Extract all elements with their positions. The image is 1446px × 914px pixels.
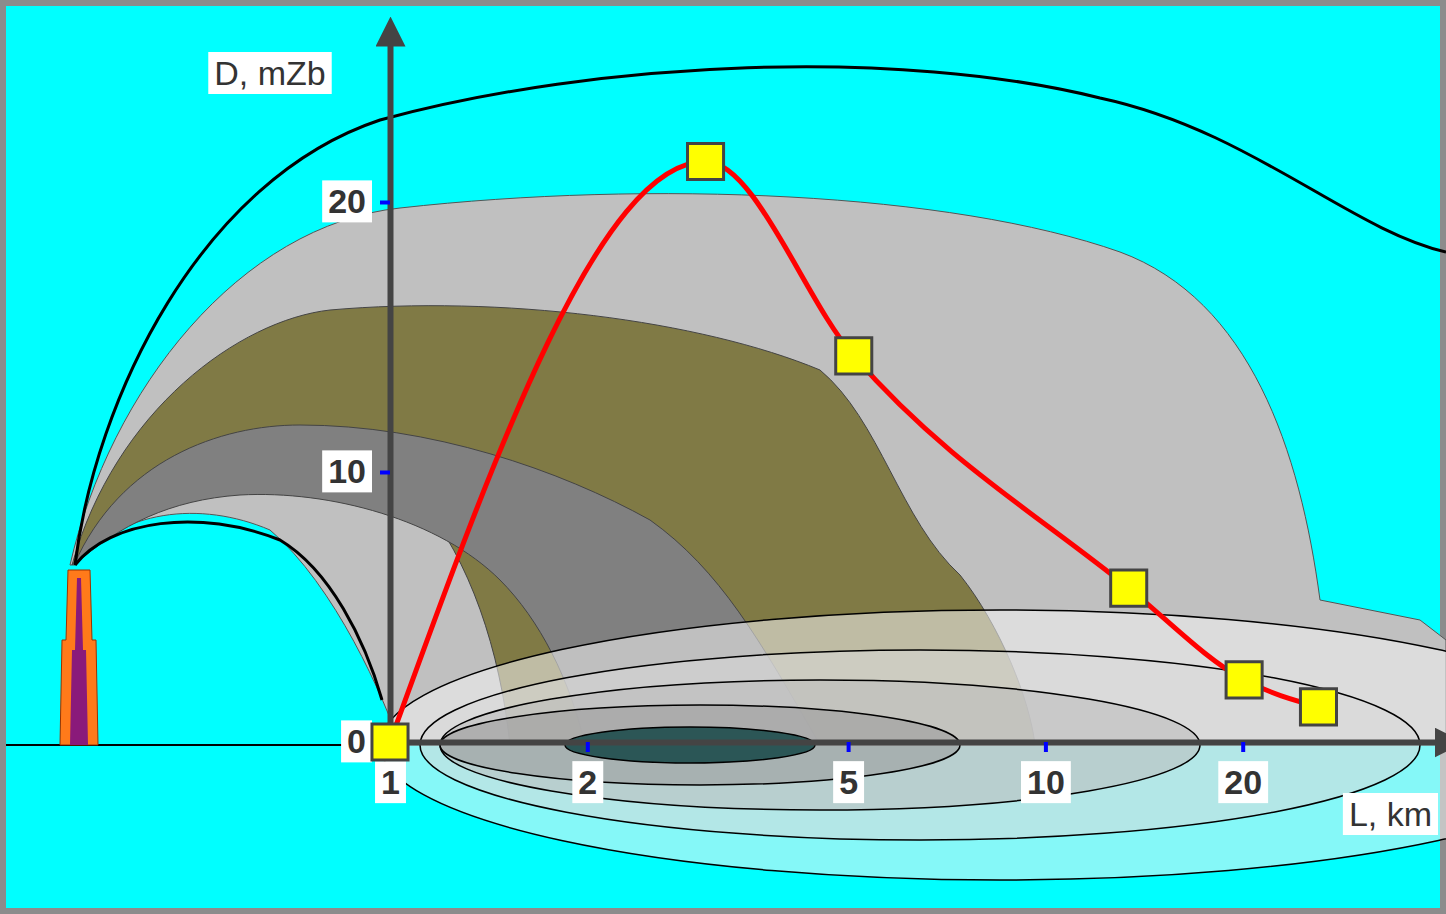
tick-label-box <box>572 761 603 803</box>
data-point <box>1300 689 1336 725</box>
axis-line <box>391 740 1441 746</box>
data-point <box>688 143 724 179</box>
tick-label-box <box>1218 761 1268 803</box>
tick-label-box <box>322 180 372 222</box>
plot-area <box>372 143 1337 760</box>
chimney-core <box>70 578 88 745</box>
tick-label: 0 <box>347 722 366 760</box>
y-axis-title: D, mZb <box>214 54 325 92</box>
axis-title-box <box>208 52 331 94</box>
tick-label: 20 <box>1224 763 1262 801</box>
x-axis-title: L, km <box>1349 795 1432 833</box>
tick: 10 <box>322 450 390 492</box>
tick: 2 <box>572 742 603 803</box>
axis-title-box <box>1343 793 1438 835</box>
illustration <box>6 67 1446 880</box>
tick-label-box <box>833 761 864 803</box>
data-point <box>1226 662 1262 698</box>
tick-mark <box>380 471 390 475</box>
tick-mark <box>1044 742 1048 752</box>
tick-label: 2 <box>578 763 597 801</box>
tick-label: 10 <box>328 452 366 490</box>
tick-label: 5 <box>839 763 858 801</box>
tick: 10 <box>1021 742 1071 803</box>
tick-mark <box>847 742 851 752</box>
frame <box>0 0 1446 914</box>
data-point <box>836 338 872 374</box>
axis-line <box>388 41 394 743</box>
data-line <box>390 162 1318 743</box>
tick: 5 <box>833 742 864 803</box>
tick-mark <box>586 742 590 752</box>
y-axis: 0 10 20 <box>322 41 390 763</box>
cloud-outline-inner <box>75 522 382 700</box>
tick-label-box <box>1021 761 1071 803</box>
tick: 20 <box>322 180 390 222</box>
tick-mark <box>1241 742 1245 752</box>
chimney <box>60 570 98 745</box>
tick-label-box <box>341 720 372 762</box>
tick-mark <box>380 201 390 205</box>
tick-label-box <box>322 450 372 492</box>
x-axis: 1 2 5 10 20 <box>375 742 1440 803</box>
ground-zone <box>380 610 1446 880</box>
tick-label: 20 <box>328 182 366 220</box>
tick: 20 <box>1218 742 1268 803</box>
cloud-outline <box>75 67 1446 565</box>
chart: 1 2 5 10 20 0 10 20 D, mZb L, km <box>0 0 1446 914</box>
data-point <box>372 724 408 760</box>
data-point <box>1111 570 1147 606</box>
tick-label: 1 <box>381 763 400 801</box>
tick-label-box <box>375 761 406 803</box>
tick-label: 10 <box>1027 763 1065 801</box>
